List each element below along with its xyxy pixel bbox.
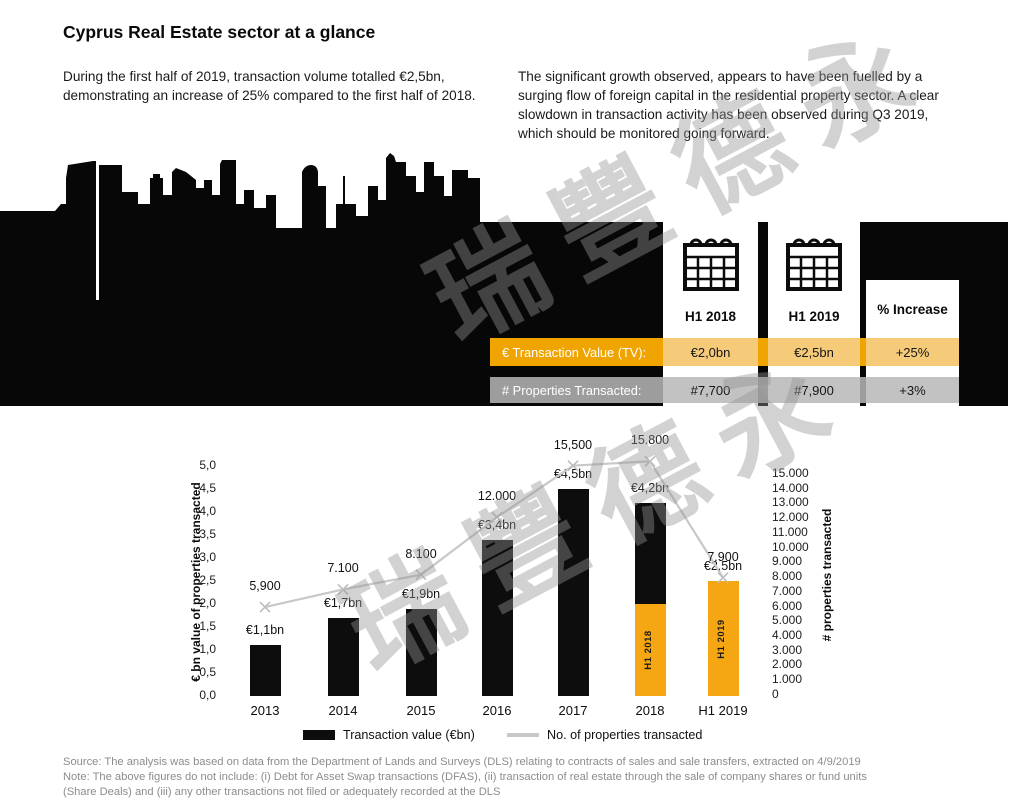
table-row-transaction-value: € Transaction Value (TV): €2,0bn €2,5bn … bbox=[490, 338, 959, 366]
x-axis-label: H1 2019 bbox=[698, 703, 748, 718]
legend-bar-label: Transaction value (€bn) bbox=[343, 728, 475, 742]
bar-segment-highlight bbox=[634, 604, 666, 696]
cell-tv-h1-2018: €2,0bn bbox=[663, 338, 758, 366]
left-axis-tick: 4,0 bbox=[199, 504, 216, 518]
left-axis-tick: 3,5 bbox=[199, 527, 216, 541]
line-data-label: 5,900 bbox=[249, 579, 281, 594]
left-axis-tick: 3,0 bbox=[199, 550, 216, 564]
legend-item-line: No. of properties transacted bbox=[507, 728, 702, 742]
row-gap bbox=[758, 338, 768, 366]
left-axis-tick: 1,5 bbox=[199, 619, 216, 633]
x-axis-label: 2014 bbox=[328, 703, 358, 718]
source-note: Source: The analysis was based on data f… bbox=[63, 755, 974, 799]
right-axis-tick: 7.000 bbox=[772, 583, 803, 598]
x-axis-label: 2013 bbox=[250, 703, 280, 718]
in-bar-label: H1 2019 bbox=[716, 618, 727, 659]
intro-paragraph-right: The significant growth observed, appears… bbox=[518, 69, 939, 141]
right-axis-tick: 2.000 bbox=[772, 657, 803, 672]
right-axis-tick: 9.000 bbox=[772, 554, 803, 569]
left-axis-tick: 2,5 bbox=[199, 573, 216, 587]
bar-segment bbox=[249, 645, 281, 696]
bar-data-label: €4,5bn bbox=[553, 467, 593, 481]
note-line: (Share Deals) and (iii) any other transa… bbox=[63, 785, 501, 798]
bar-data-label: €1,9bn bbox=[401, 586, 441, 601]
cell-tv-increase: +25% bbox=[866, 338, 959, 366]
left-axis-tick: 0,0 bbox=[199, 688, 216, 702]
bar-data-label: €1,1bn bbox=[245, 623, 285, 638]
note-line: Note: The above figures do not include: … bbox=[63, 770, 867, 783]
right-axis-tick: 10.000 bbox=[772, 539, 809, 554]
left-axis-tick: 2,0 bbox=[199, 596, 216, 610]
right-axis-tick: 11.000 bbox=[772, 524, 808, 539]
period-card-h1-2018: H1 2018 bbox=[663, 222, 758, 406]
right-axis-tick: 14.000 bbox=[772, 480, 809, 495]
bar-segment bbox=[327, 617, 359, 696]
cell-props-h1-2018: #7,700 bbox=[663, 377, 758, 403]
bar-segment bbox=[481, 539, 513, 696]
cell-props-h1-2019: #7,900 bbox=[768, 377, 860, 403]
right-axis-tick: 8.000 bbox=[772, 569, 803, 584]
left-axis-tick: 4,5 bbox=[199, 481, 216, 495]
x-axis-label: 2015 bbox=[406, 703, 436, 718]
cell-props-increase: +3% bbox=[866, 377, 959, 403]
right-axis-title: # properties transacted bbox=[820, 508, 834, 642]
period-label: H1 2019 bbox=[788, 309, 840, 324]
row-gap bbox=[758, 377, 768, 403]
row-gap bbox=[860, 338, 866, 366]
right-axis-tick: 13.000 bbox=[772, 495, 809, 510]
line-swatch-icon bbox=[507, 733, 539, 737]
page-title: Cyprus Real Estate sector at a glance bbox=[63, 22, 376, 42]
x-axis-label: 2017 bbox=[558, 703, 588, 718]
legend-line-label: No. of properties transacted bbox=[547, 728, 703, 742]
x-axis-label: 2018 bbox=[635, 703, 665, 718]
period-label: H1 2018 bbox=[684, 309, 737, 324]
left-axis-tick: 5,0 bbox=[199, 458, 216, 472]
legend-item-bar: Transaction value (€bn) bbox=[303, 728, 475, 742]
bar-swatch-icon bbox=[303, 730, 335, 740]
cell-tv-h1-2019: €2,5bn bbox=[768, 338, 860, 366]
left-axis-tick: 1,0 bbox=[199, 642, 216, 656]
right-axis-tick: 6.000 bbox=[772, 598, 803, 613]
right-axis-tick: 4.000 bbox=[772, 628, 803, 643]
line-data-label: 15,500 bbox=[553, 437, 593, 452]
right-axis-tick: 12.000 bbox=[772, 510, 809, 525]
bar-segment bbox=[557, 489, 589, 696]
bar-segment bbox=[405, 608, 437, 696]
right-axis-tick: 5.000 bbox=[772, 613, 803, 628]
line-data-label: 7.900 bbox=[707, 549, 739, 564]
calendar-icon bbox=[784, 233, 844, 295]
in-bar-label: H1 2018 bbox=[643, 630, 654, 670]
bar-segment bbox=[634, 502, 666, 604]
right-axis-tick: 1.000 bbox=[772, 672, 803, 687]
period-card-h1-2019: H1 2019 bbox=[768, 222, 860, 406]
intro-paragraph-left: During the first half of 2019, transacti… bbox=[63, 69, 476, 103]
row-gap bbox=[860, 377, 866, 403]
bar-data-label: €3,4bn bbox=[477, 517, 517, 532]
row-label-transaction-value: € Transaction Value (TV): bbox=[490, 338, 663, 366]
right-axis-tick: 15.000 bbox=[772, 466, 809, 480]
right-axis-tick: 0 bbox=[772, 686, 779, 701]
bar-data-label: €4,2bn bbox=[630, 480, 670, 495]
line-data-label: 12.000 bbox=[477, 489, 517, 504]
x-axis-label: 2016 bbox=[482, 703, 512, 718]
right-axis-tick: 3.000 bbox=[772, 642, 803, 657]
line-data-label: 8.100 bbox=[405, 546, 437, 561]
row-label-properties: # Properties Transacted: bbox=[490, 377, 663, 403]
table-row-properties-transacted: # Properties Transacted: #7,700 #7,900 +… bbox=[490, 377, 959, 403]
left-axis-tick: 0,5 bbox=[199, 665, 216, 679]
source-line: Source: The analysis was based on data f… bbox=[63, 756, 861, 768]
period-label: % Increase bbox=[877, 302, 948, 317]
bar-data-label: €1,7bn bbox=[323, 595, 363, 610]
line-data-label: 7.100 bbox=[327, 561, 359, 576]
calendar-icon bbox=[681, 233, 741, 295]
line-data-label: 15.800 bbox=[630, 433, 670, 448]
